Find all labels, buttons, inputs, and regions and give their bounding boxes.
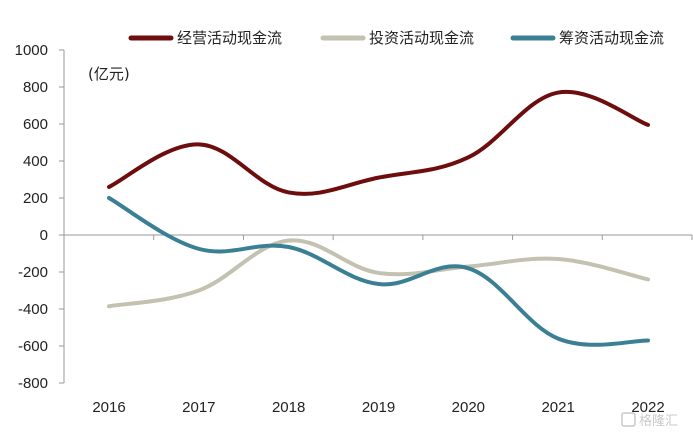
y-tick-label: 600 bbox=[23, 116, 48, 133]
x-tick-label: 2018 bbox=[272, 399, 305, 416]
gelonghui-logo-icon bbox=[621, 412, 636, 427]
y-tick-label: -600 bbox=[18, 338, 48, 355]
watermark-text: 格隆汇 bbox=[639, 413, 678, 429]
y-tick-label: 400 bbox=[23, 153, 48, 170]
series-line-1 bbox=[107, 89, 650, 196]
y-tick-label: 1000 bbox=[15, 42, 48, 59]
y-axis-ticks: 1000 800 600 400 200 0 -200 -400 -600 -800 bbox=[15, 42, 64, 392]
watermark: 格隆汇 bbox=[621, 412, 678, 429]
x-tick-label: 2017 bbox=[182, 399, 215, 416]
series-lines bbox=[107, 89, 650, 347]
x-tick-label: 2016 bbox=[92, 399, 125, 416]
y-tick-label: 200 bbox=[23, 190, 48, 207]
x-tick-label: 2022 bbox=[631, 399, 664, 416]
y-tick-label: -200 bbox=[18, 264, 48, 281]
x-tick-label: 2020 bbox=[452, 399, 485, 416]
series-line-3 bbox=[107, 196, 650, 347]
series-line-2 bbox=[107, 238, 650, 309]
legend-label-1: 经营活动现金流 bbox=[177, 29, 282, 47]
x-axis-ticks: 2016 2017 2018 2019 2020 2021 2022 bbox=[63, 235, 693, 416]
y-tick-label: -400 bbox=[18, 301, 48, 318]
legend-label-2: 投资活动现金流 bbox=[369, 29, 474, 47]
x-tick-label: 2019 bbox=[362, 399, 395, 416]
y-tick-label: 800 bbox=[23, 79, 48, 96]
x-tick-label: 2021 bbox=[541, 399, 574, 416]
legend: 经营活动现金流 投资活动现金流 筹资活动现金流 bbox=[128, 29, 664, 47]
y-tick-label: -800 bbox=[18, 375, 48, 392]
legend-label-3: 筹资活动现金流 bbox=[559, 29, 664, 47]
y-tick-label: 0 bbox=[40, 227, 48, 244]
unit-label: (亿元) bbox=[88, 65, 130, 83]
